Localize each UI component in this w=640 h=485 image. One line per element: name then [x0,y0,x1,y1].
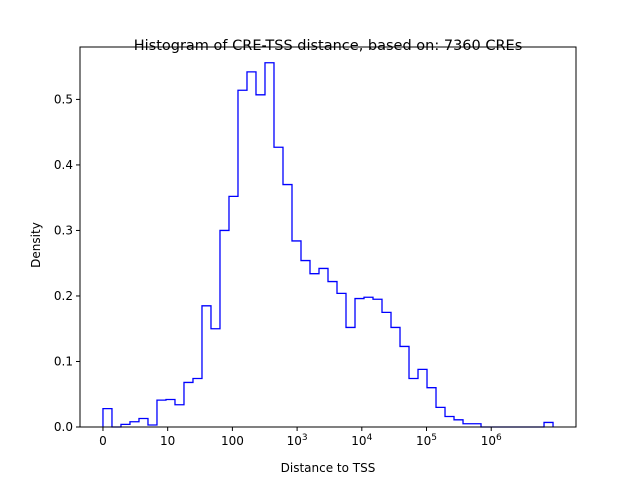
x-tick-label: 100 [221,434,244,448]
histogram-bin [211,329,220,427]
histogram-bin [139,418,148,427]
histogram-bin [427,388,436,427]
histogram-bin [391,327,400,427]
x-axis-label: Distance to TSS [281,461,376,475]
histogram-bin [238,90,247,427]
histogram-bin [382,312,391,427]
histogram-bin [310,274,319,427]
histogram-bin [346,327,355,427]
y-tick-label: 0.2 [54,289,73,303]
histogram-bin [328,282,337,427]
y-axis-label: Density [29,222,43,268]
histogram-bin [130,422,139,427]
histogram-bin [229,196,238,427]
histogram-bin [355,299,364,427]
y-tick-label: 0.5 [54,92,73,106]
y-tick-label: 0.0 [54,420,73,434]
histogram-bin [283,185,292,427]
histogram-bin [292,241,301,427]
x-tick-label: 10 [160,434,175,448]
x-tick-label: 103 [287,433,308,448]
x-tick-label: 105 [416,433,437,448]
histogram-bin [175,405,184,427]
histogram-step-line [102,62,554,428]
histogram-bin [166,399,175,427]
histogram-bin [319,268,328,427]
histogram-bin [193,379,202,427]
plot-frame [79,46,577,428]
x-tick-label: 104 [351,433,372,448]
histogram-bin [202,306,211,427]
histogram-bin [418,369,427,427]
chart-title: Histogram of CRE-TSS distance, based on:… [134,38,523,54]
histogram-bin [184,382,193,427]
histogram-bin [544,422,553,427]
y-tick-label: 0.4 [54,158,73,172]
histogram-bin [274,147,283,427]
x-tick-label: 106 [481,433,502,448]
histogram-bin [445,417,454,427]
histogram-bin [247,72,256,427]
y-tick-label: 0.1 [54,354,73,368]
histogram-bin [436,407,445,427]
y-tick-label: 0.3 [54,223,73,237]
x-tick-label: 0 [99,434,107,448]
histogram-bin [157,400,166,427]
histogram-bin [103,409,112,427]
histogram-bin [256,95,265,427]
histogram-bin [220,230,229,427]
histogram-bin [301,261,310,427]
histogram-bin [337,293,346,427]
histogram-bin [265,63,274,427]
histogram-bin [454,420,463,427]
histogram-bin [400,346,409,427]
histogram-bin [409,379,418,427]
histogram-bin [373,299,382,427]
histogram-bin [364,297,373,427]
